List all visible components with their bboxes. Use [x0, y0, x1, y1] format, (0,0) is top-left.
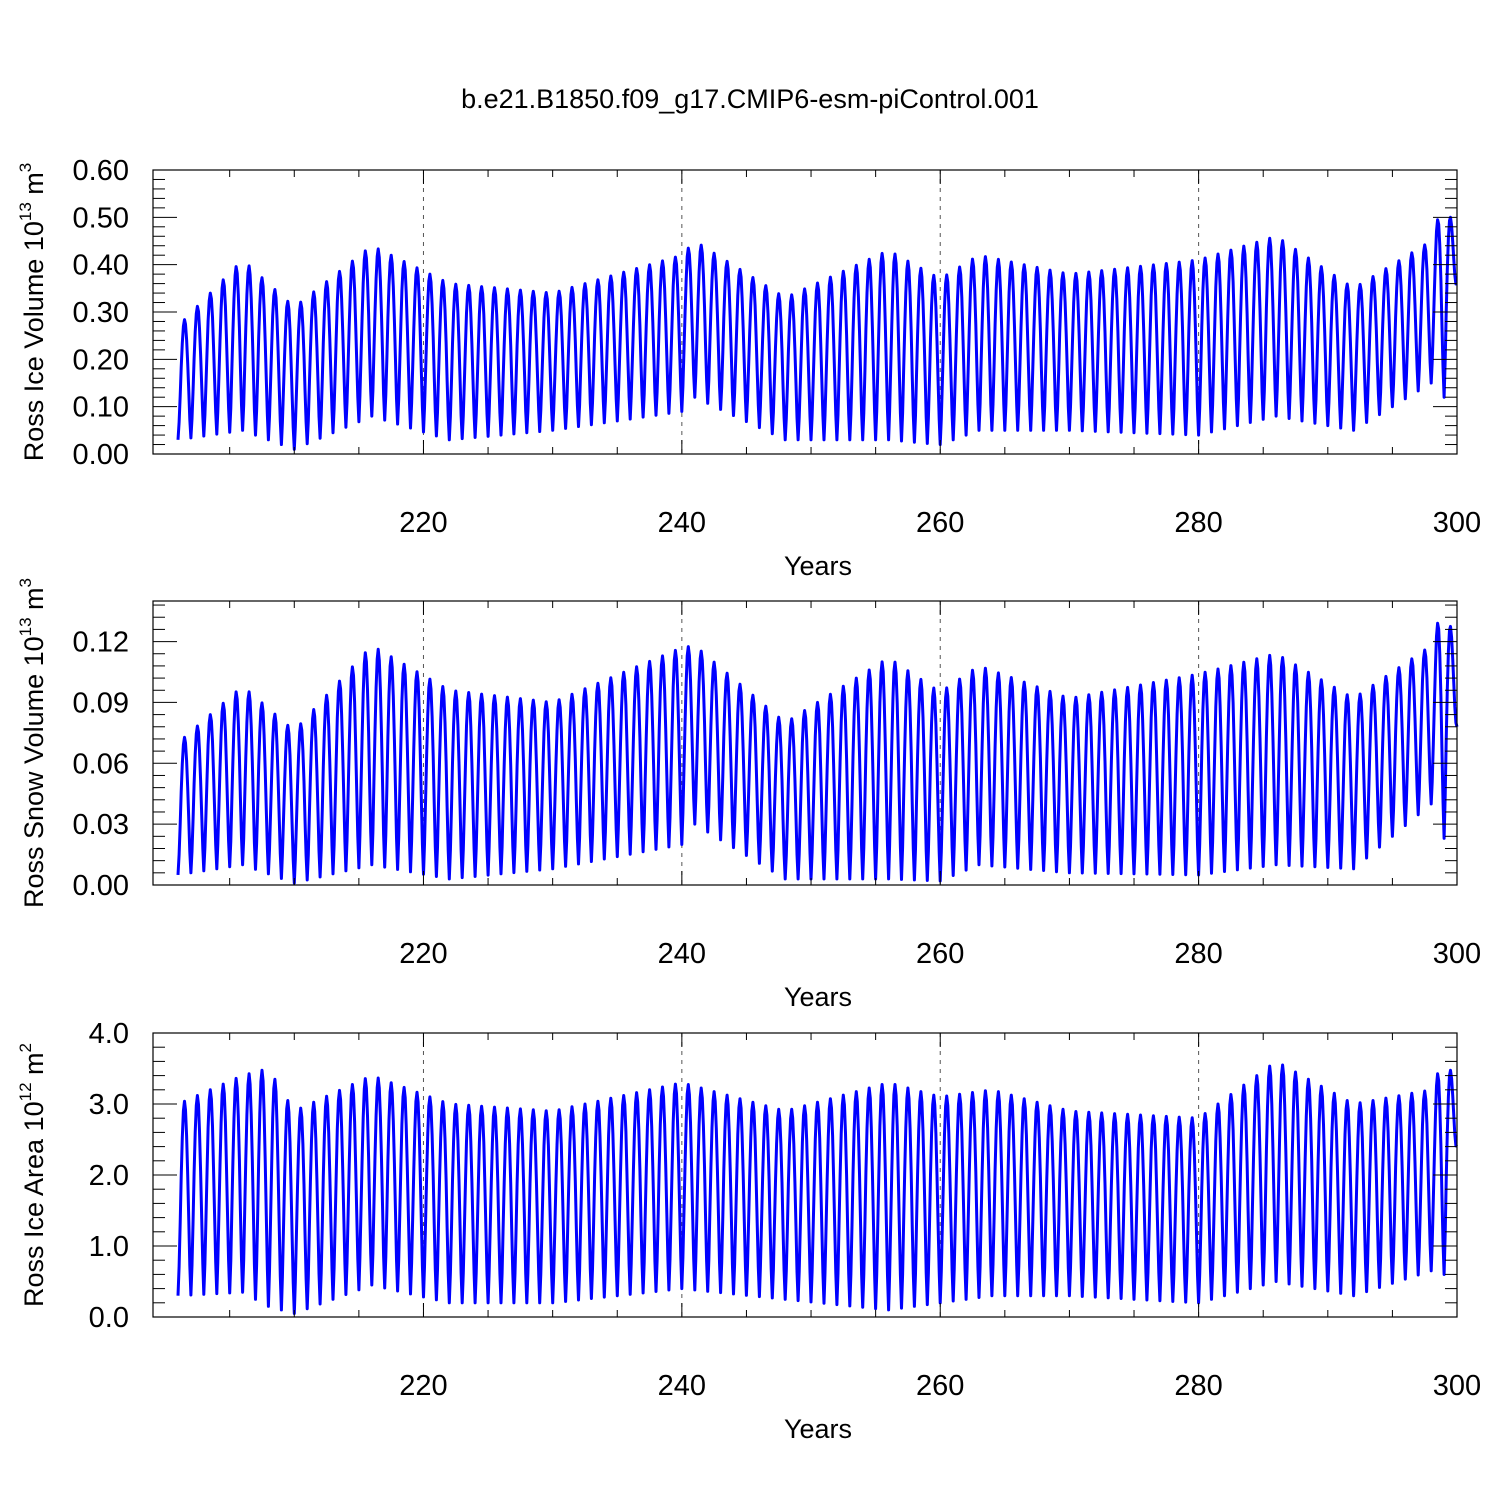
y-tick-label: 0.10 [73, 392, 129, 424]
figure-title: b.e21.B1850.f09_g17.CMIP6-esm-piControl.… [461, 84, 1039, 114]
y-tick-label: 2.0 [89, 1160, 129, 1192]
x-tick-label: 260 [916, 507, 964, 539]
x-tick-label: 280 [1174, 938, 1222, 970]
x-tick-label: 300 [1433, 1370, 1481, 1402]
y-tick-label: 0.0 [89, 1302, 129, 1334]
y-tick-label: 0.00 [73, 870, 129, 902]
x-tick-label: 220 [399, 938, 447, 970]
panel-1: 220 240 260 280 300 Years 0.00 0.10 0.20 0.30 0.40… [16, 155, 1481, 581]
x-tick-label: 260 [916, 1370, 964, 1402]
y-tick-label: 0.40 [73, 250, 129, 282]
y-tick-label: 0.06 [73, 748, 129, 780]
x-tick-label: 300 [1433, 507, 1481, 539]
x-tick-label: 240 [658, 938, 706, 970]
y-tick-label: 0.60 [73, 155, 129, 187]
x-tick-label: 240 [658, 507, 706, 539]
y-axis-label: Ross Ice Area 1012 m2 [16, 1043, 49, 1307]
x-tick-label: 240 [658, 1370, 706, 1402]
y-tick-label: 0.09 [73, 687, 129, 719]
y-tick-label: 3.0 [89, 1089, 129, 1121]
x-tick-label: 300 [1433, 938, 1481, 970]
plot-frame [152, 600, 1458, 886]
x-tick-label: 280 [1174, 1370, 1222, 1402]
y-tick-label: 4.0 [89, 1018, 129, 1050]
y-tick-label: 0.20 [73, 344, 129, 376]
series-line [176, 215, 1458, 451]
y-tick-label: 1.0 [89, 1231, 129, 1263]
y-axis-label: Ross Ice Volume 1013 m3 [16, 163, 49, 462]
y-tick-label: 0.03 [73, 809, 129, 841]
x-axis-label: Years [784, 551, 852, 581]
y-tick-label: 0.00 [73, 439, 129, 471]
x-axis-label: Years [784, 982, 852, 1012]
x-tick-label: 260 [916, 938, 964, 970]
x-tick-label: 220 [399, 507, 447, 539]
x-tick-label: 280 [1174, 507, 1222, 539]
y-axis-label: Ross Snow Volume 1013 m3 [16, 578, 49, 908]
x-tick-label: 220 [399, 1370, 447, 1402]
y-tick-label: 0.50 [73, 202, 129, 234]
panels: 220 240 260 280 300 Years 0.00 0.10 0.20 0.30 0.40… [16, 155, 1481, 1444]
y-tick-label: 0.12 [73, 627, 129, 659]
series-line [176, 621, 1459, 885]
series-line [176, 1063, 1458, 1315]
y-tick-label: 0.30 [73, 297, 129, 329]
panel-2: 220 240 260 280 300 Years 0.00 0.03 0.06 0.09 0.12… [16, 578, 1481, 1012]
x-axis-label: Years [784, 1414, 852, 1444]
panel-3: 220 240 260 280 300 Years 0.0 1.0 2.0 3.0 4.0 Ross … [16, 1018, 1481, 1444]
